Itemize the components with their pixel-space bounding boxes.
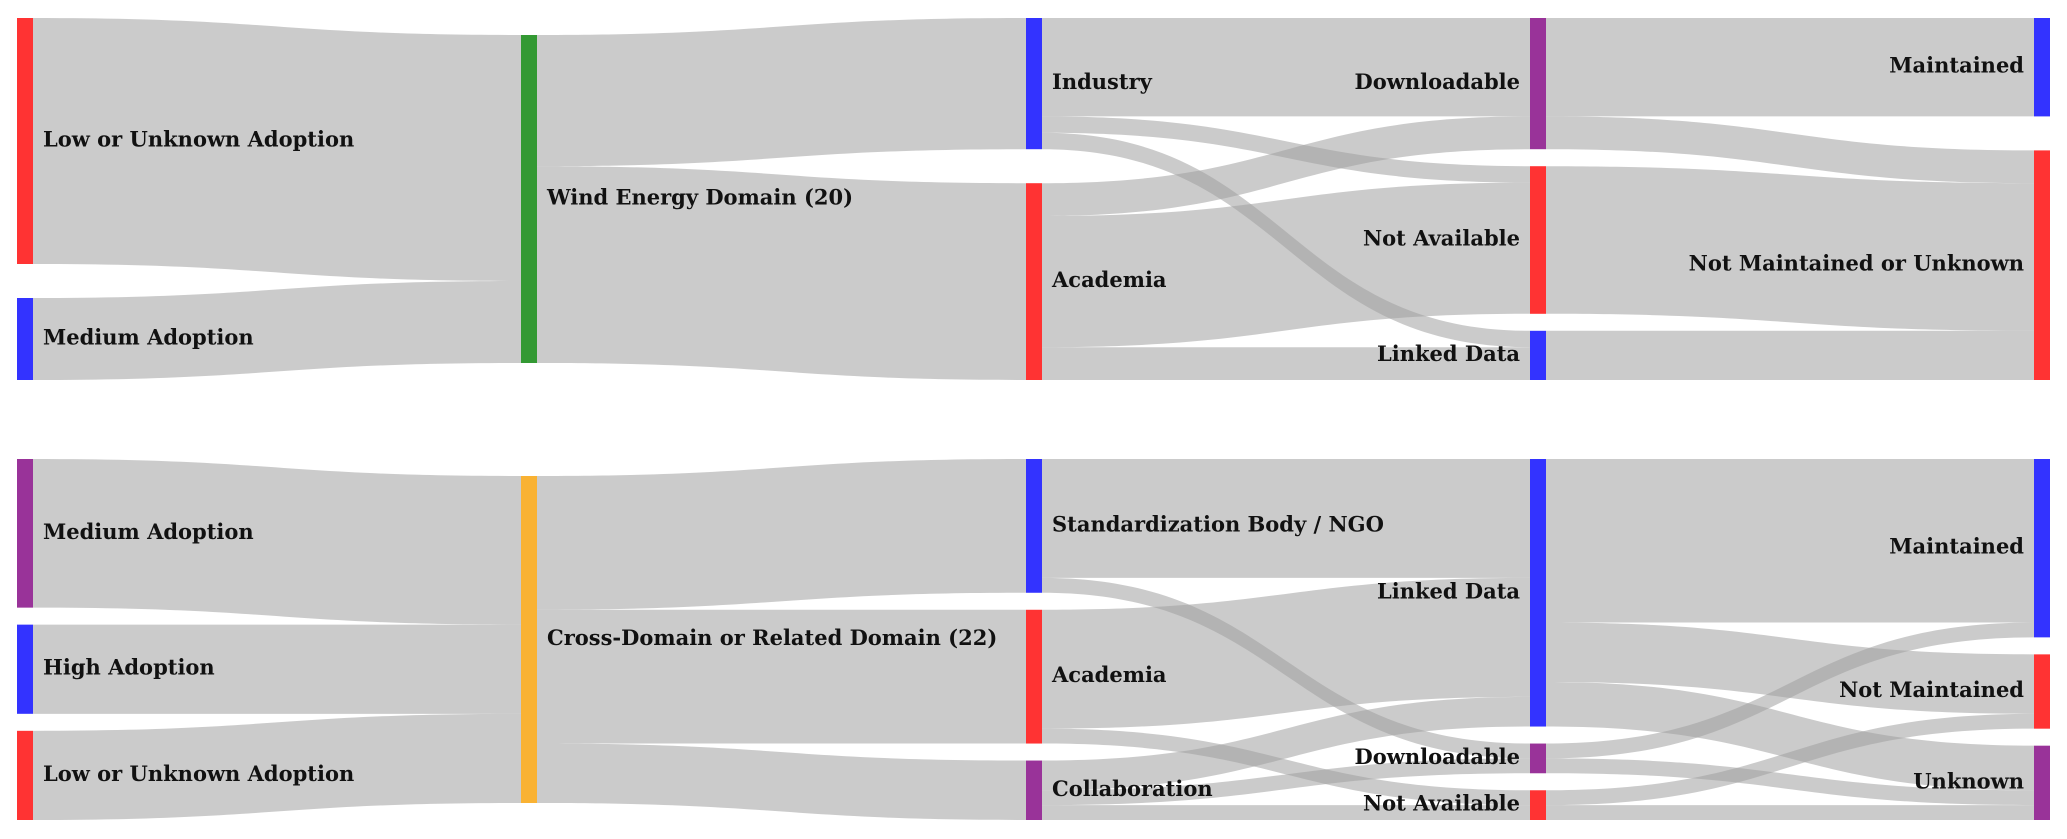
node	[1026, 760, 1042, 820]
link	[1042, 728, 1530, 806]
node	[17, 298, 33, 380]
node-label: Maintained	[1889, 53, 2024, 78]
link	[1042, 696, 1530, 791]
link	[1546, 622, 2034, 759]
link	[33, 713, 521, 820]
node-label: Collaboration	[1052, 776, 1213, 801]
link	[1042, 116, 1530, 183]
link	[1042, 805, 1530, 820]
node	[2034, 654, 2050, 729]
node-label: Not Maintained or Unknown	[1689, 251, 2024, 276]
node-label: Medium Adoption	[43, 325, 254, 350]
link	[1042, 577, 1530, 729]
node-label: Standardization Body / NGO	[1052, 511, 1384, 536]
link	[33, 18, 521, 281]
link	[537, 18, 1026, 167]
node	[1026, 459, 1042, 593]
link	[1546, 713, 2034, 806]
node	[2034, 745, 2050, 820]
link	[1042, 182, 1530, 348]
link	[1546, 805, 2034, 820]
node-label: Unknown	[1913, 768, 2024, 793]
node	[1530, 459, 1546, 727]
link	[1546, 116, 2034, 184]
node	[1530, 743, 1546, 774]
node-label: Linked Data	[1377, 578, 1520, 603]
link	[1042, 758, 1530, 806]
link	[1042, 347, 1530, 380]
node	[521, 476, 537, 803]
node-label: Not Maintained	[1839, 677, 2024, 702]
node	[2034, 18, 2050, 117]
node	[1530, 330, 1546, 380]
node	[17, 459, 33, 608]
link	[537, 166, 1026, 380]
sankey: Medium Adoption High Adoption Low or Unkno…	[17, 459, 2050, 820]
node-label: Industry	[1052, 69, 1153, 94]
node-label: Maintained	[1889, 534, 2024, 559]
link	[537, 609, 1026, 744]
link	[1546, 758, 2034, 806]
link	[1042, 116, 1530, 216]
node	[1026, 609, 1042, 744]
link	[1546, 18, 2034, 117]
link	[1546, 330, 2034, 380]
link	[1042, 459, 1530, 578]
link	[33, 624, 521, 714]
link	[537, 743, 1026, 820]
link	[1042, 18, 1530, 117]
node-label: Linked Data	[1377, 341, 1520, 366]
node	[1530, 166, 1546, 314]
node-label: Academia	[1051, 267, 1167, 292]
node-label: Low or Unknown Adoption	[43, 761, 354, 786]
link	[33, 281, 521, 380]
node-label: Academia	[1051, 662, 1167, 687]
link	[1546, 459, 2034, 623]
node	[1530, 18, 1546, 150]
link	[1546, 681, 2034, 791]
node	[2034, 459, 2050, 638]
node	[2034, 150, 2050, 380]
node	[17, 730, 33, 820]
link	[1546, 622, 2034, 714]
node-label: Medium Adoption	[43, 519, 254, 544]
node-label: Downloadable	[1355, 744, 1520, 769]
node	[1026, 183, 1042, 380]
node-label: Cross-Domain or Related Domain (22)	[547, 625, 997, 650]
link	[33, 459, 521, 625]
sankey: Low or Unknown Adoption Medium Adoption Wi…	[17, 18, 2050, 380]
node-label: Low or Unknown Adoption	[43, 127, 354, 152]
node-label: Downloadable	[1355, 69, 1520, 94]
node	[1026, 18, 1042, 150]
links	[33, 18, 2034, 380]
node	[521, 35, 537, 363]
node-label: Wind Energy Domain (20)	[546, 185, 853, 210]
links	[33, 459, 2034, 820]
node	[17, 624, 33, 714]
node-label: Not Available	[1363, 791, 1520, 816]
node-label: High Adoption	[43, 655, 215, 680]
link	[1546, 166, 2034, 331]
node	[1530, 790, 1546, 820]
node-label: Not Available	[1363, 226, 1520, 251]
link	[537, 459, 1026, 610]
node	[17, 18, 33, 264]
